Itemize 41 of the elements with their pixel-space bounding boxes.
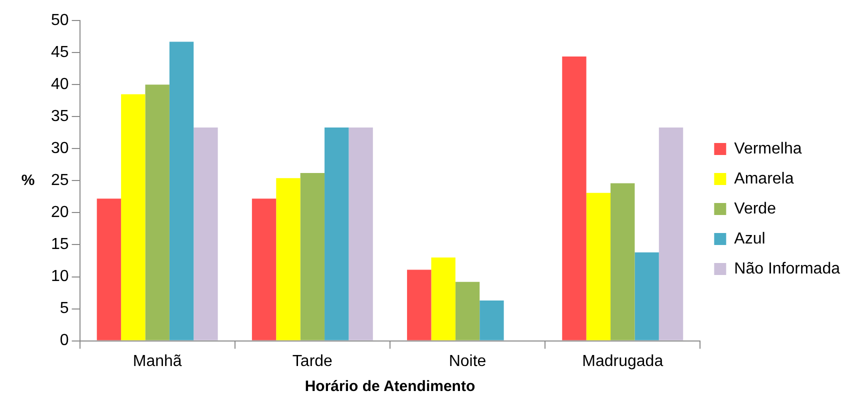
y-tick-label: 30 — [51, 140, 69, 158]
bar — [634, 252, 659, 340]
legend-label: Não Informada — [734, 260, 840, 278]
bar — [658, 128, 684, 340]
legend-label: Amarela — [734, 170, 794, 188]
bar — [610, 183, 635, 340]
bar — [121, 94, 146, 340]
bar — [276, 178, 300, 340]
y-tick-label: 20 — [51, 204, 69, 222]
bar — [431, 258, 456, 340]
bar — [480, 300, 504, 340]
y-tick-label: 10 — [51, 268, 69, 286]
bar — [324, 128, 349, 340]
legend-label: Azul — [734, 230, 766, 248]
y-tick-label: 0 — [60, 332, 69, 350]
y-tick-label: 5 — [60, 300, 69, 318]
bar — [586, 192, 611, 340]
bar — [455, 282, 480, 340]
bar — [194, 128, 218, 340]
bar — [96, 198, 122, 340]
x-tick-label: Madrugada — [582, 352, 664, 370]
y-tick-label: 50 — [51, 12, 69, 30]
bar — [348, 128, 373, 340]
x-tick-label: Tarde — [292, 352, 333, 370]
x-axis-title: Horário de Atendimento — [304, 378, 476, 396]
bar — [252, 198, 276, 340]
y-axis-title: % — [21, 172, 35, 189]
y-tick-label: 45 — [51, 44, 69, 62]
bar — [145, 84, 170, 340]
bar — [300, 173, 325, 340]
y-tick-label: 35 — [51, 108, 69, 126]
y-tick-label: 15 — [51, 236, 69, 254]
bar — [407, 270, 432, 340]
bar — [169, 42, 194, 340]
legend-label: Verde — [734, 200, 776, 218]
x-tick-label: Noite — [448, 352, 486, 370]
y-tick-label: 25 — [51, 172, 69, 190]
bar — [562, 56, 586, 340]
x-tick-label: Manhã — [132, 352, 182, 370]
legend-label: Vermelha — [734, 140, 802, 158]
y-tick-label: 40 — [51, 76, 69, 94]
